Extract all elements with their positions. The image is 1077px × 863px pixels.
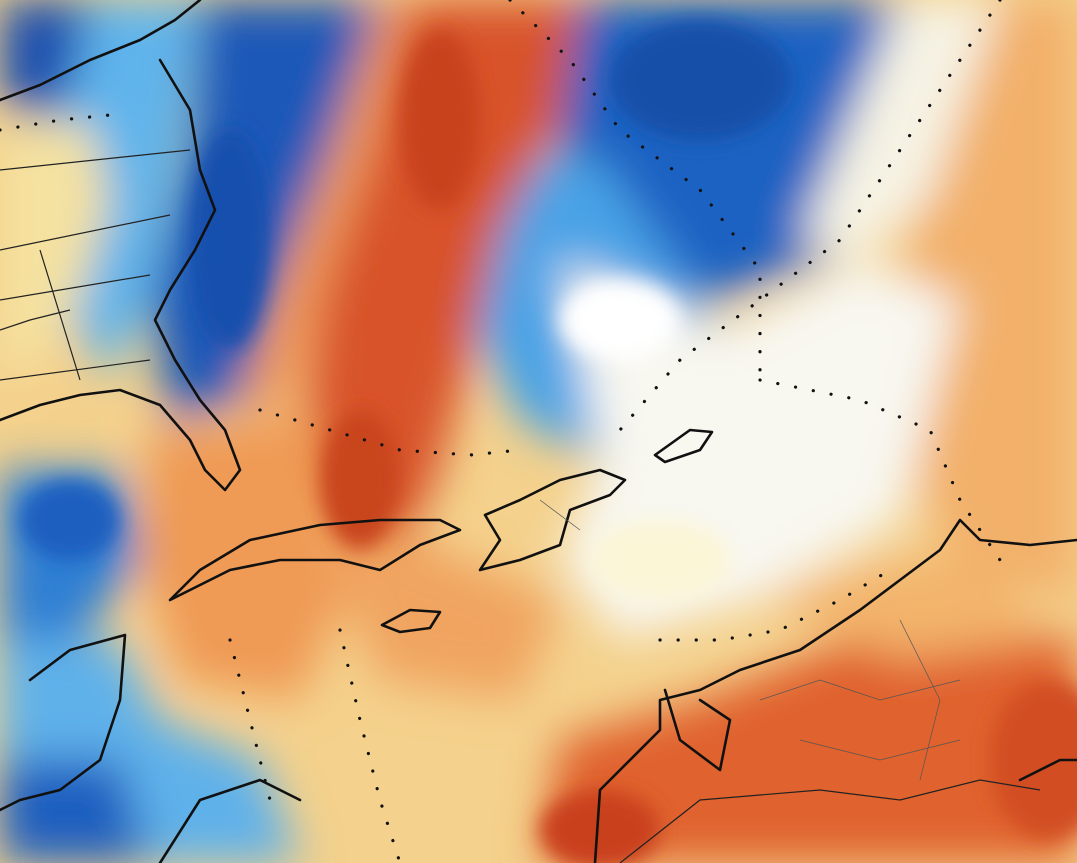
coast-south-america: [593, 518, 1077, 863]
coast-central-america: [158, 778, 302, 863]
maritime-boundaries: [0, 0, 1002, 863]
borders: [0, 149, 1041, 863]
jamaica: [380, 608, 442, 634]
coast-yucatan: [0, 633, 127, 812]
coast-lake: [663, 688, 732, 772]
coast-southeast-us: [0, 58, 242, 492]
color-detail: [20, 20, 1077, 863]
hispaniola: [478, 468, 627, 572]
puerto-rico: [653, 428, 714, 464]
state-borders: [0, 149, 191, 381]
cuba: [168, 518, 462, 602]
province-borders: [539, 499, 961, 781]
coast-guiana: [1018, 758, 1077, 782]
country-border: [619, 779, 1041, 863]
coast-northeast: [0, 0, 202, 102]
boundary: [258, 408, 522, 457]
